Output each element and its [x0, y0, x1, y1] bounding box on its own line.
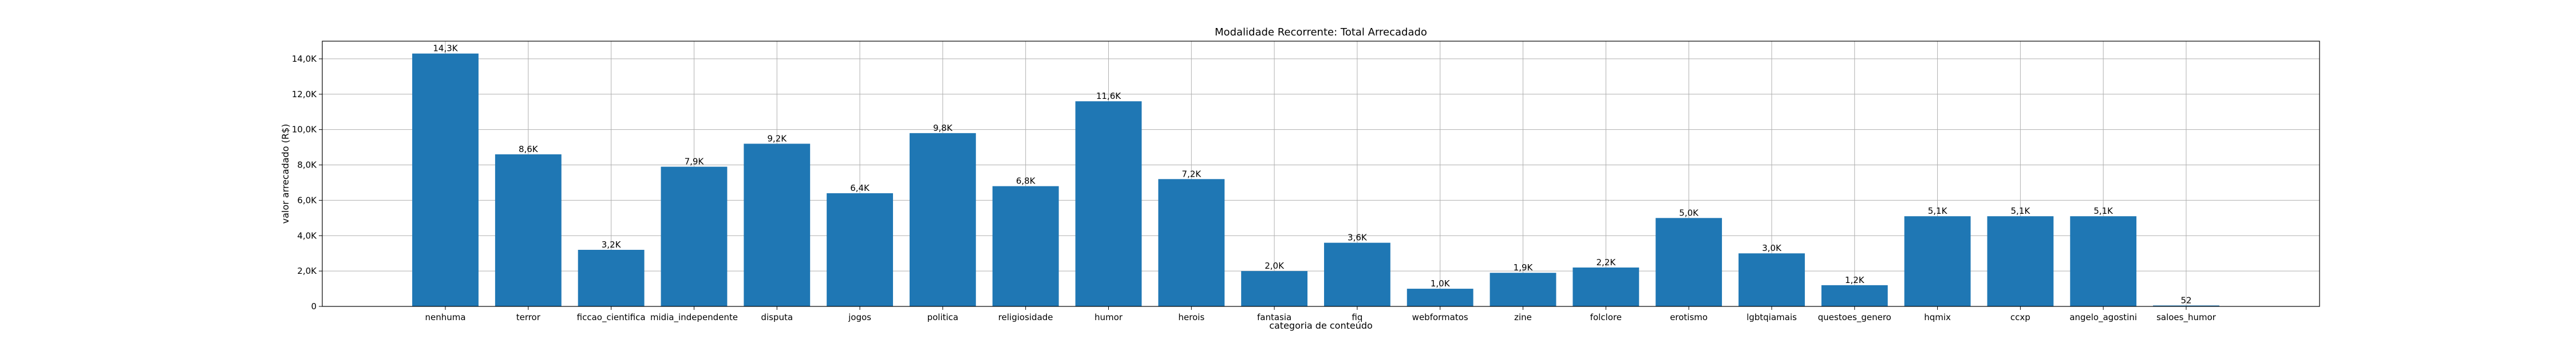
x-tick-label: folclore — [1590, 312, 1622, 322]
bar-value-label: 52 — [2180, 295, 2191, 305]
bar-value-label: 5,0K — [1679, 208, 1699, 218]
x-tick-label: lgbtqiamais — [1747, 312, 1797, 322]
bar-humor — [1075, 101, 1142, 306]
bar-value-label: 5,1K — [2011, 206, 2031, 216]
bar-value-label: 6,8K — [1016, 176, 1036, 186]
bar-terror — [495, 154, 562, 306]
y-tick-label: 12,0K — [292, 89, 317, 99]
bar-jogos — [827, 193, 893, 306]
y-tick-label: 4,0K — [297, 230, 317, 241]
bar-midia_independente — [661, 166, 728, 306]
bar-lgbtqiamais — [1739, 253, 1805, 306]
bar-questoes_genero — [1821, 285, 1888, 306]
y-tick-label: 0 — [311, 301, 317, 312]
x-tick-label: ccxp — [2010, 312, 2030, 322]
bar-religiosidade — [992, 186, 1059, 306]
bar-erotismo — [1656, 218, 1722, 306]
bar-value-label: 7,9K — [685, 157, 705, 167]
bar-angelo_agostini — [2070, 216, 2137, 306]
y-axis-title: valor arrecadado (R$) — [280, 124, 291, 224]
bar-value-label: 1,9K — [1514, 262, 1534, 273]
bar-fantasia — [1241, 271, 1308, 306]
bar-value-label: 2,0K — [1265, 261, 1285, 271]
bar-fiq — [1323, 242, 1390, 306]
x-tick-label: saloes_humor — [2156, 312, 2217, 323]
bar-nenhuma — [412, 53, 479, 307]
bar-value-label: 3,2K — [602, 240, 622, 250]
bar-value-label: 3,6K — [1348, 233, 1368, 243]
bar-hqmix — [1904, 216, 1971, 306]
y-tick-label: 6,0K — [297, 195, 317, 205]
x-tick-label: erotismo — [1670, 312, 1708, 322]
x-tick-label: questoes_genero — [1818, 312, 1891, 323]
bar-value-label: 5,1K — [2093, 206, 2113, 216]
x-tick-label: humor — [1095, 312, 1123, 322]
x-tick-label: herois — [1178, 312, 1204, 322]
y-tick-label: 14,0K — [292, 54, 317, 64]
bar-value-label: 9,2K — [767, 133, 787, 143]
bar-value-label: 8,6K — [519, 144, 539, 154]
x-tick-label: fiq — [1352, 312, 1362, 322]
bar-value-labels: 14,3K 8,6K 3,2K 7,9K 9,2K 6,4K 9,8K 6,8K 11,6K 7,… — [433, 43, 2191, 306]
chart-title: Modalidade Recorrente: Total Arrecadado — [1215, 26, 1427, 38]
bar-disputa — [744, 143, 811, 306]
x-tick-label: ficcao_cientifica — [577, 312, 646, 323]
x-tick-label: politica — [927, 312, 959, 322]
x-axis-title: categoria de conteúdo — [1269, 320, 1373, 331]
bars — [412, 53, 2219, 307]
bar-value-label: 14,3K — [433, 43, 458, 54]
x-tick-label: jogos — [848, 312, 871, 322]
y-axis: 0 2,0K 4,0K 6,0K 8,0K 10,0K 12,0K 14,0K — [292, 54, 322, 312]
bar-value-label: 11,6K — [1096, 91, 1121, 101]
x-tick-label: fantasia — [1257, 312, 1291, 322]
bar-value-label: 1,2K — [1845, 275, 1865, 285]
bar-value-label: 9,8K — [933, 123, 953, 133]
bar-value-label: 5,1K — [1928, 206, 1948, 216]
bar-saloes_humor — [2153, 305, 2219, 306]
bar-value-label: 7,2K — [1182, 169, 1202, 179]
bar-herois — [1158, 179, 1225, 306]
x-tick-label: zine — [1514, 312, 1532, 322]
bar-value-label: 6,4K — [850, 183, 870, 193]
bar-value-label: 1,0K — [1431, 278, 1451, 289]
y-tick-label: 2,0K — [297, 266, 317, 276]
x-axis: nenhuma terror ficcao_cientifica midia_inde… — [425, 306, 2217, 323]
x-tick-label: religiosidade — [998, 312, 1053, 322]
bar-zine — [1490, 273, 1556, 306]
bar-politica — [909, 133, 976, 306]
x-tick-label: disputa — [761, 312, 793, 322]
plot-frame — [322, 41, 2320, 307]
bar-webformatos — [1406, 289, 1473, 306]
bar-ficcao_cientifica — [578, 250, 645, 306]
bar-value-label: 3,0K — [1762, 243, 1782, 253]
x-tick-label: nenhuma — [425, 312, 465, 322]
bar-folclore — [1573, 267, 1639, 306]
bar-value-label: 2,2K — [1596, 257, 1616, 268]
x-tick-label: angelo_agostini — [2069, 312, 2137, 323]
y-tick-label: 10,0K — [292, 125, 317, 135]
x-tick-label: hqmix — [1924, 312, 1951, 322]
bar-ccxp — [1987, 216, 2054, 306]
y-tick-label: 8,0K — [297, 160, 317, 170]
x-tick-label: midia_independente — [650, 312, 738, 323]
x-tick-label: webformatos — [1412, 312, 1468, 322]
x-tick-label: terror — [516, 312, 541, 322]
